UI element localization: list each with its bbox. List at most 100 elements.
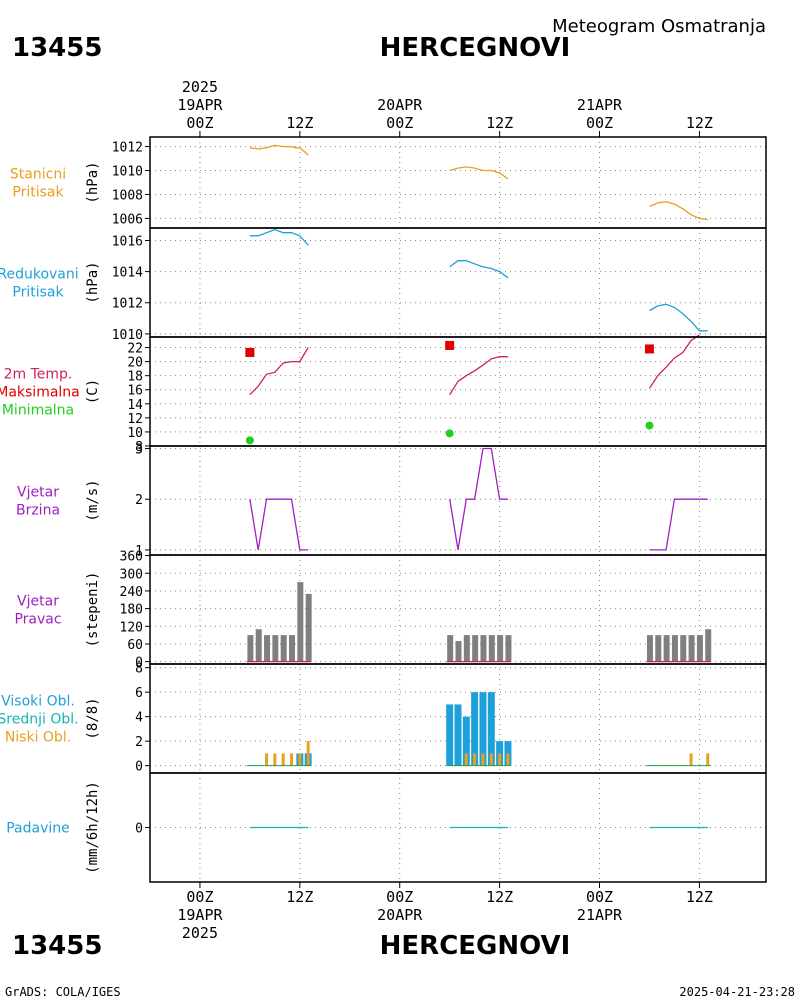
series-line-wind_speed [649, 498, 708, 551]
y-axis-label: (mm/6h/12h) [85, 781, 101, 874]
wind-direction-bar [497, 635, 504, 662]
grid-layer [150, 137, 766, 882]
wind-direction-bar [463, 635, 470, 662]
wind-direction-bar [289, 635, 296, 662]
y-tick-label: 10 [127, 426, 143, 441]
low-cloud-bar [464, 753, 468, 766]
low-cloud-bar [306, 741, 310, 766]
station-id-bottom: 13455 [12, 931, 102, 961]
low-cloud-bar [298, 753, 302, 766]
y-tick-label: 14 [127, 398, 143, 413]
time-tick-label-bottom: 12Z [486, 888, 513, 906]
y-tick-label: 22 [127, 342, 143, 357]
y-axis-label: (C) [85, 379, 101, 404]
panel-label: Padavine [6, 821, 70, 837]
y-axis-label: (8/8) [85, 697, 101, 739]
panel-label: Visoki Obl. [1, 694, 75, 710]
panel-label: Minimalna [2, 403, 74, 419]
y-tick-label: 240 [120, 585, 143, 600]
y-tick-label: 4 [135, 711, 143, 726]
series-line-station_pressure [649, 201, 708, 221]
high-cloud-bar [487, 692, 495, 766]
y-tick-label: 1010 [112, 165, 143, 180]
y-tick-label: 60 [127, 638, 143, 653]
wind-direction-bar [280, 635, 287, 662]
panel-label: Redukovani [0, 267, 79, 283]
panel-label: Vjetar [17, 485, 59, 501]
low-cloud-bar [498, 753, 502, 766]
wind-direction-bar [255, 629, 262, 662]
low-cloud-bar [506, 753, 510, 766]
wind-direction-bar [272, 635, 279, 662]
wind-direction-bar [688, 635, 695, 662]
series-line-station_pressure [249, 144, 309, 156]
station-id-top: 13455 [12, 33, 102, 63]
low-cloud-bar [481, 753, 485, 766]
y-tick-label: 1008 [112, 188, 143, 203]
panel-label: Vjetar [17, 594, 59, 610]
year-label-bottom: 2025 [182, 924, 218, 942]
wind-direction-bar [447, 635, 454, 662]
chart-subtitle: Meteogram Osmatranja [552, 16, 766, 37]
panel-label: Pritisak [12, 185, 64, 201]
series-line-temperature [449, 356, 508, 396]
panel-frame-temperature [149, 336, 767, 447]
low-cloud-bar [473, 753, 477, 766]
max-temp-marker [445, 340, 455, 350]
wind-direction-bar [663, 635, 670, 662]
y-tick-label: 6 [135, 686, 143, 701]
series-line-reduced_pressure [249, 228, 309, 246]
y-tick-label: 180 [120, 603, 143, 618]
y-tick-label: 1010 [112, 328, 143, 343]
y-tick-label: 0 [135, 760, 143, 775]
wind-direction-bar [264, 635, 271, 662]
date-label-top: 21APR [577, 96, 623, 114]
y-tick-label: 2 [135, 735, 143, 750]
panel-label: 2m Temp. [4, 367, 73, 383]
station-name-top: HERCEGNOVI [380, 33, 571, 63]
wind-direction-bar [305, 593, 312, 662]
y-tick-label: 0 [135, 656, 143, 671]
y-tick-label: 1006 [112, 212, 143, 227]
low-cloud-bar [290, 753, 294, 766]
min-temp-marker [245, 436, 254, 445]
y-axis-label: (m/s) [85, 479, 101, 521]
low-cloud-bar [265, 753, 269, 766]
low-cloud-bar [489, 753, 493, 766]
y-tick-label: 8 [135, 440, 143, 455]
y-tick-label: 3 [135, 443, 143, 458]
panel-label: Brzina [16, 503, 60, 519]
y-tick-label: 300 [120, 567, 143, 582]
panel-label: Srednji Obl. [0, 712, 79, 728]
year-label-top: 2025 [182, 78, 218, 96]
series-line-station_pressure [449, 166, 509, 180]
date-label-bottom: 21APR [577, 906, 623, 924]
series-line-temperature [249, 347, 309, 396]
high-cloud-bar [446, 704, 454, 766]
y-tick-label: 360 [120, 550, 143, 565]
station-name-bottom: HERCEGNOVI [380, 931, 571, 961]
y-tick-label: 1012 [112, 141, 143, 156]
panel-label: Maksimalna [0, 385, 80, 401]
high-cloud-bar [454, 704, 462, 766]
y-tick-label: 0 [135, 822, 143, 837]
low-cloud-bar [706, 753, 710, 766]
y-axis-label: (stepeni) [85, 572, 101, 648]
wind-direction-bar [488, 635, 495, 662]
wind-direction-bar [696, 635, 703, 662]
wind-direction-bar [505, 635, 512, 662]
panel-label: Niski Obl. [5, 730, 71, 746]
y-axis-label: (hPa) [85, 161, 101, 203]
time-tick-label-bottom: 12Z [286, 888, 313, 906]
panel-label: Stanicni [10, 167, 66, 183]
time-tick-label-bottom: 12Z [686, 888, 713, 906]
y-tick-label: 1 [135, 544, 143, 559]
y-tick-label: 16 [127, 384, 143, 399]
y-tick-label: 1012 [112, 297, 143, 312]
y-tick-label: 12 [127, 412, 143, 427]
wind-direction-bar [472, 635, 479, 662]
frame-layer [145, 131, 767, 888]
footer-credit: GrADS: COLA/IGES [5, 985, 121, 999]
wind-direction-bar [655, 635, 662, 662]
max-temp-marker [245, 347, 255, 357]
